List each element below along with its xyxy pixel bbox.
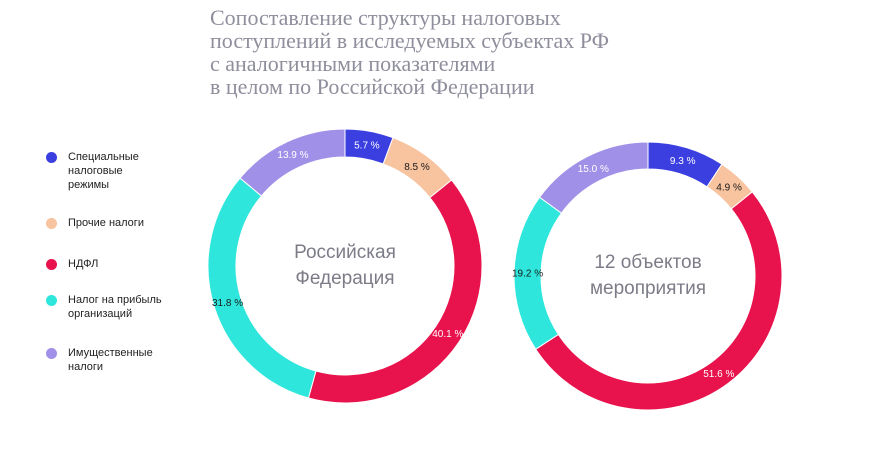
slice-label-ndfl: 51.6 % (703, 369, 734, 380)
legend-item-profit-tax: Налог на прибыль организаций (46, 293, 183, 321)
donut-slice-property-taxes (538, 141, 649, 214)
donut-center-label-12-objects: 12 объектов мероприятия (573, 250, 723, 302)
title-line: Сопоставление структуры налоговых (210, 5, 561, 30)
center-label-line: Российская (294, 242, 396, 263)
title-line: с аналогичными показателями (210, 51, 496, 76)
slice-label-property-taxes: 15.0 % (578, 164, 609, 175)
center-label-line: Федерация (295, 268, 395, 289)
legend-label: Прочие налоги (68, 217, 144, 229)
center-label-line: мероприятия (589, 278, 707, 299)
donut-slice-ndfl (535, 191, 783, 411)
chart-title: Сопоставление структуры налоговых поступ… (210, 6, 680, 98)
legend-label: Специальные налоговые режимы (68, 151, 139, 191)
legend-swatch (46, 218, 57, 229)
legend-swatch (46, 295, 57, 306)
slice-label-other-taxes: 4.9 % (716, 182, 742, 193)
legend-label: НДФЛ (68, 258, 99, 270)
slice-label-property-taxes: 13.9 % (277, 150, 308, 161)
legend-label: Налог на прибыль организаций (68, 294, 162, 320)
slice-label-profit-tax: 31.8 % (212, 298, 243, 309)
slice-label-other-taxes: 8.5 % (404, 162, 430, 173)
legend-swatch (46, 259, 57, 270)
legend-swatch (46, 152, 57, 163)
center-label-line: 12 объектов (594, 252, 702, 273)
donut-slice-property-taxes (239, 128, 346, 197)
donut-center-label-russia: Российская Федерация (270, 240, 420, 292)
legend-item-other-taxes: Прочие налоги (46, 216, 198, 230)
legend-item-special-regimes: Специальные налоговые режимы (46, 150, 158, 192)
slice-label-special-regimes: 9.3 % (670, 156, 696, 167)
slice-label-profit-tax: 19.2 % (512, 268, 543, 279)
legend-swatch (46, 348, 57, 359)
legend-item-ndfl: НДФЛ (46, 257, 198, 271)
title-line: поступлений в исследуемых субъектах РФ (210, 28, 610, 53)
title-line: в целом по Российской Федерации (210, 74, 535, 99)
slice-label-special-regimes: 5.7 % (354, 140, 380, 151)
slice-label-ndfl: 40.1 % (432, 329, 463, 340)
legend-item-property-taxes: Имущественные налоги (46, 346, 168, 374)
legend-label: Имущественные налоги (68, 347, 153, 373)
